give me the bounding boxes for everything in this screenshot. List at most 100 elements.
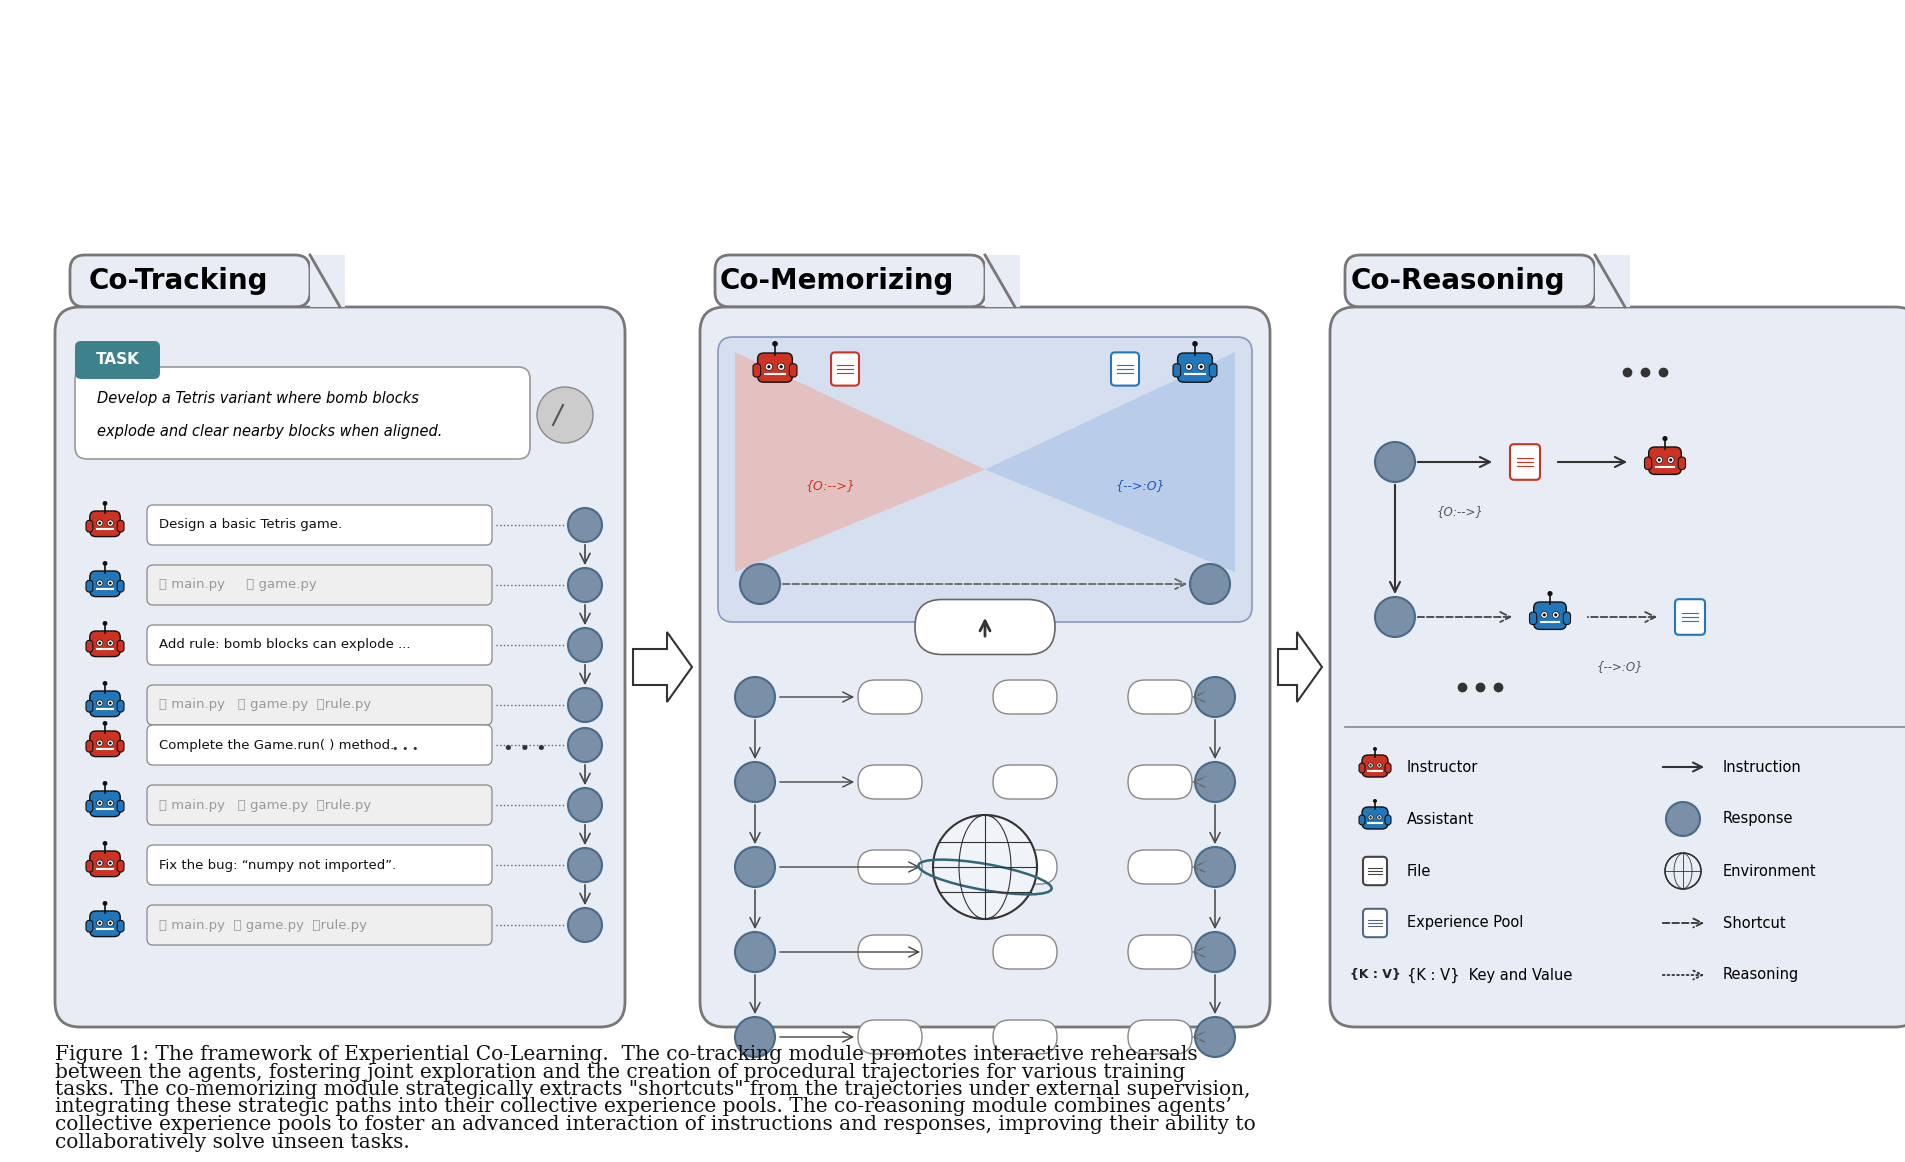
FancyBboxPatch shape [1644,457,1652,469]
Circle shape [1191,340,1196,346]
Circle shape [107,700,112,706]
Circle shape [935,817,1034,917]
FancyBboxPatch shape [147,565,491,605]
FancyBboxPatch shape [1111,352,1139,386]
Text: Add rule: bomb blocks can explode ...: Add rule: bomb blocks can explode ... [158,638,410,652]
Text: Co-Memorizing: Co-Memorizing [718,267,952,295]
FancyBboxPatch shape [1128,935,1191,969]
FancyBboxPatch shape [147,725,491,765]
Polygon shape [311,254,345,307]
FancyBboxPatch shape [1362,909,1387,938]
FancyBboxPatch shape [1128,1020,1191,1054]
Circle shape [109,741,112,745]
Circle shape [1539,611,1547,618]
Polygon shape [632,632,692,702]
Text: tasks. The co-memorizing module strategically extracts "shortcuts" from the traj: tasks. The co-memorizing module strategi… [55,1079,1250,1099]
FancyBboxPatch shape [74,367,530,459]
Circle shape [779,365,783,368]
Text: File: File [1406,863,1431,878]
FancyBboxPatch shape [1362,856,1387,885]
Text: Fix the bug: “numpy not imported”.: Fix the bug: “numpy not imported”. [158,859,396,872]
Circle shape [99,921,101,925]
FancyBboxPatch shape [993,765,1057,799]
Circle shape [103,561,107,566]
Circle shape [103,901,107,906]
Circle shape [1185,363,1193,371]
Circle shape [103,781,107,786]
Text: Design a basic Tetris game.: Design a basic Tetris game. [158,518,341,531]
Circle shape [109,802,112,804]
Circle shape [764,363,772,371]
FancyBboxPatch shape [147,786,491,825]
Text: ⎙ main.py  ⎙ game.py  ⎙rule.py: ⎙ main.py ⎙ game.py ⎙rule.py [158,918,368,932]
Circle shape [1553,614,1556,617]
FancyBboxPatch shape [90,851,120,876]
Circle shape [568,908,602,942]
FancyBboxPatch shape [1362,806,1387,829]
Circle shape [1374,597,1414,637]
Circle shape [107,519,112,526]
FancyBboxPatch shape [90,631,120,657]
FancyBboxPatch shape [1509,444,1539,480]
FancyBboxPatch shape [116,521,124,532]
Text: integrating these strategic paths into their collective experience pools. The co: integrating these strategic paths into t… [55,1097,1231,1117]
Circle shape [109,702,112,704]
Text: • • •: • • • [392,744,417,754]
Text: between the agents, fostering joint exploration and the creation of procedural t: between the agents, fostering joint expl… [55,1062,1185,1082]
Polygon shape [985,352,1234,572]
Text: {-->:O}: {-->:O} [1596,660,1642,674]
FancyBboxPatch shape [86,860,93,872]
FancyBboxPatch shape [1674,600,1705,634]
Circle shape [109,921,112,925]
Circle shape [1187,365,1191,368]
FancyBboxPatch shape [86,801,93,812]
FancyBboxPatch shape [1128,849,1191,884]
Text: explode and clear nearby blocks when aligned.: explode and clear nearby blocks when ali… [97,424,442,439]
FancyBboxPatch shape [1177,353,1212,382]
Circle shape [735,677,775,717]
FancyBboxPatch shape [147,845,491,885]
FancyBboxPatch shape [86,521,93,532]
Circle shape [777,363,785,371]
Circle shape [1194,932,1234,971]
Text: {K : V}: {K : V} [1349,968,1400,982]
Text: ⎙ main.py   ⎙ game.py  ⎙rule.py: ⎙ main.py ⎙ game.py ⎙rule.py [158,698,371,711]
Circle shape [1194,1017,1234,1057]
Polygon shape [1594,254,1629,307]
FancyBboxPatch shape [90,571,120,596]
Circle shape [1541,614,1545,617]
Text: Figure 1: The framework of Experiential Co-Learning.  The co-tracking module pro: Figure 1: The framework of Experiential … [55,1045,1196,1064]
Polygon shape [735,352,985,572]
FancyBboxPatch shape [993,1020,1057,1054]
FancyBboxPatch shape [147,625,491,665]
Circle shape [99,802,101,804]
Text: ⎙ main.py     ⎙ game.py: ⎙ main.py ⎙ game.py [158,579,316,591]
FancyBboxPatch shape [116,580,124,591]
Circle shape [1547,591,1553,596]
Circle shape [107,580,112,586]
FancyBboxPatch shape [116,701,124,712]
Text: {-->:O}: {-->:O} [1114,479,1164,492]
FancyBboxPatch shape [1358,763,1364,773]
FancyBboxPatch shape [1172,364,1179,376]
Circle shape [107,640,112,646]
Circle shape [97,700,103,706]
Text: Environment: Environment [1722,863,1815,878]
FancyBboxPatch shape [116,860,124,872]
Text: Response: Response [1722,811,1793,826]
Circle shape [933,815,1036,919]
FancyBboxPatch shape [1385,763,1391,773]
FancyBboxPatch shape [699,307,1269,1027]
FancyBboxPatch shape [116,740,124,752]
Circle shape [99,862,101,865]
Circle shape [537,387,592,443]
FancyBboxPatch shape [86,920,93,932]
Circle shape [568,627,602,662]
Circle shape [568,508,602,541]
Circle shape [103,720,107,726]
FancyBboxPatch shape [1362,755,1387,777]
FancyBboxPatch shape [857,935,922,969]
Circle shape [107,740,112,746]
FancyBboxPatch shape [1358,815,1364,825]
Circle shape [568,848,602,882]
